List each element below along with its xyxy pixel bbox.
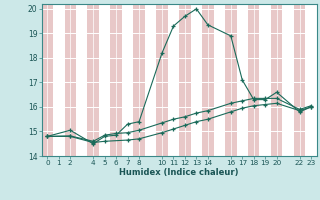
Bar	[65, 4, 76, 156]
Bar	[110, 4, 122, 156]
Bar	[133, 4, 145, 156]
Bar	[87, 4, 99, 156]
Bar	[248, 4, 260, 156]
Bar	[179, 4, 191, 156]
Bar	[202, 4, 214, 156]
Bar	[99, 4, 110, 156]
Bar	[214, 4, 225, 156]
X-axis label: Humidex (Indice chaleur): Humidex (Indice chaleur)	[119, 168, 239, 177]
Bar	[271, 4, 282, 156]
Bar	[260, 4, 271, 156]
Bar	[42, 4, 53, 156]
Bar	[76, 4, 87, 156]
Bar	[225, 4, 236, 156]
Bar	[236, 4, 248, 156]
Bar	[145, 4, 156, 156]
Bar	[191, 4, 202, 156]
Bar	[282, 4, 294, 156]
Bar	[294, 4, 305, 156]
Bar	[156, 4, 168, 156]
Bar	[168, 4, 179, 156]
Bar	[305, 4, 317, 156]
Bar	[122, 4, 133, 156]
Bar	[53, 4, 65, 156]
